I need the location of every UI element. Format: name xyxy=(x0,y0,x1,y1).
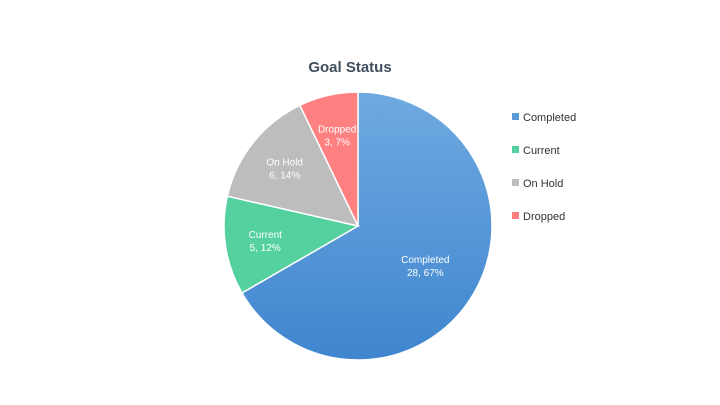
slice-label-current: Current xyxy=(249,230,283,241)
pie-slice-dropped xyxy=(298,91,359,227)
legend-swatch-on-hold xyxy=(512,179,519,186)
slice-value-completed: 28, 67% xyxy=(407,268,444,279)
slice-labels: Completed 28, 67% Current 5, 12% On Hold 6, 1… xyxy=(249,125,450,279)
slice-value-current: 5, 12% xyxy=(250,243,281,254)
slice-value-on-hold: 6, 14% xyxy=(269,171,300,182)
slice-label-completed: Completed xyxy=(401,255,449,266)
legend-label-current: Current xyxy=(523,145,560,157)
pie-slice-current xyxy=(223,195,361,295)
pie-slice-on-hold xyxy=(226,104,360,228)
chart-title: Goal Status xyxy=(308,59,391,76)
legend: Completed Current On Hold Dropped xyxy=(512,112,576,223)
legend-swatch-dropped xyxy=(512,212,519,219)
legend-label-dropped: Dropped xyxy=(523,211,565,223)
pie-slice-completed xyxy=(240,91,493,361)
slice-label-on-hold: On Hold xyxy=(266,158,303,169)
slice-value-dropped: 3, 7% xyxy=(324,138,350,149)
legend-swatch-completed xyxy=(512,113,519,120)
legend-swatch-current xyxy=(512,146,519,153)
slice-label-dropped: Dropped xyxy=(318,125,356,136)
legend-label-completed: Completed xyxy=(523,112,576,124)
legend-label-on-hold: On Hold xyxy=(523,178,563,190)
pie-slices xyxy=(223,91,493,361)
